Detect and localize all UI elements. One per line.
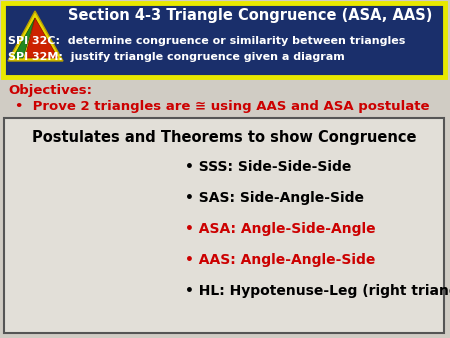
Text: • SSS: Side-Side-Side: • SSS: Side-Side-Side (185, 160, 351, 174)
Text: • HL: Hypotenuse-Leg (right triangle only): • HL: Hypotenuse-Leg (right triangle onl… (185, 284, 450, 298)
Text: • AAS: Angle-Angle-Side: • AAS: Angle-Angle-Side (185, 253, 375, 267)
Text: SPI 32C:  determine congruence or similarity between triangles: SPI 32C: determine congruence or similar… (8, 36, 405, 46)
Polygon shape (13, 18, 35, 58)
Polygon shape (8, 11, 63, 61)
Text: • SAS: Side-Angle-Side: • SAS: Side-Angle-Side (185, 191, 364, 205)
FancyBboxPatch shape (3, 3, 445, 77)
Text: Postulates and Theorems to show Congruence: Postulates and Theorems to show Congruen… (32, 130, 416, 145)
Text: SPI 32M:  justify triangle congruence given a diagram: SPI 32M: justify triangle congruence giv… (8, 52, 345, 62)
Text: •  Prove 2 triangles are ≅ using AAS and ASA postulate: • Prove 2 triangles are ≅ using AAS and … (15, 100, 429, 113)
Text: Section 4-3 Triangle Congruence (ASA, AAS): Section 4-3 Triangle Congruence (ASA, AA… (68, 8, 432, 23)
Text: Objectives:: Objectives: (8, 84, 92, 97)
Polygon shape (25, 18, 58, 58)
FancyBboxPatch shape (4, 118, 444, 333)
Text: • ASA: Angle-Side-Angle: • ASA: Angle-Side-Angle (185, 222, 376, 236)
